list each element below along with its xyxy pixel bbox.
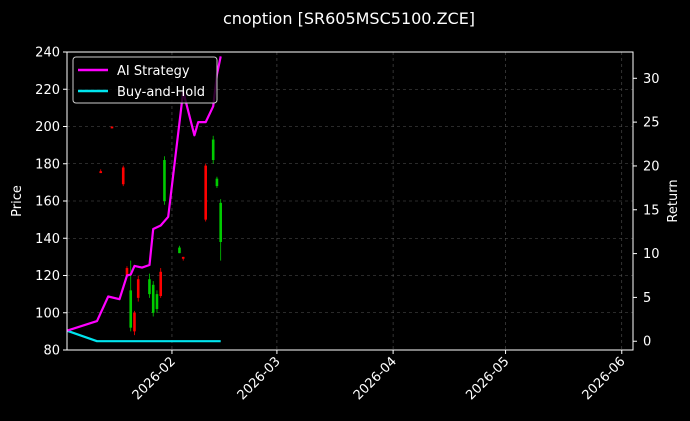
candle-body [151, 284, 155, 313]
y-right-tick-label: 25 [643, 116, 660, 131]
y-axis-right-label: Return [666, 179, 681, 222]
y-left-tick-label: 140 [35, 232, 60, 247]
candle-body [125, 268, 129, 276]
chart-title: cnoption [SR605MSC5100.ZCE] [223, 9, 475, 28]
legend-label-buy-and-hold: Buy-and-Hold [117, 85, 205, 100]
series-lines [66, 56, 222, 343]
candle-body [159, 271, 163, 296]
y-left-tick-label: 100 [35, 306, 60, 321]
y-right-tick-label: 20 [643, 159, 660, 174]
candle-body [215, 178, 219, 187]
candles [99, 126, 222, 336]
legend: AI Strategy Buy-and-Hold [72, 56, 218, 104]
candle-body [110, 126, 114, 129]
y-left-tick-label: 180 [35, 157, 60, 172]
y-right-tick-label: 15 [643, 203, 660, 218]
legend-label-ai-strategy: AI Strategy [117, 64, 190, 79]
candle-body [219, 202, 222, 242]
candle-body [129, 290, 133, 328]
candle-body [163, 160, 166, 201]
y-right-tick-label: 5 [643, 291, 651, 306]
right-axis: 0 5 10 15 20 25 30 [633, 72, 660, 350]
y-axis-left-label: Price [10, 185, 25, 217]
candle-body [178, 247, 181, 254]
y-right-tick-label: 30 [643, 72, 660, 87]
candle-body [211, 139, 215, 161]
y-left-tick-label: 120 [35, 269, 60, 284]
candle-body [204, 165, 207, 220]
candle-body [133, 312, 136, 332]
candle-body [148, 279, 151, 295]
y-left-tick-label: 200 [35, 120, 60, 135]
candle-body [181, 256, 185, 259]
series-line-buy-and-hold [66, 329, 221, 343]
candle-body [99, 171, 103, 174]
y-left-tick-label: 220 [35, 83, 60, 98]
y-left-tick-label: 80 [43, 344, 60, 359]
y-right-tick-label: 10 [643, 247, 660, 262]
candle-body [136, 279, 140, 298]
legend-box [72, 56, 218, 104]
series-line-ai-strategy [66, 56, 222, 332]
y-left-tick-label: 160 [35, 195, 60, 210]
y-right-tick-label: 0 [643, 335, 651, 350]
left-axis: 80 100 120 140 160 180 200 220 240 [35, 46, 67, 359]
y-left-tick-label: 240 [35, 46, 60, 61]
candle-body [155, 294, 159, 310]
candle-body [121, 167, 125, 185]
